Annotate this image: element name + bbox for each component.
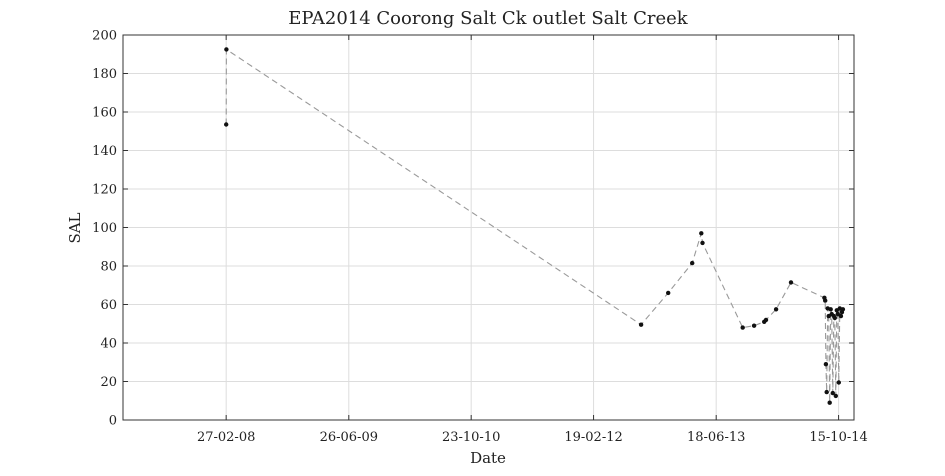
x-tick-label: 19-02-12: [564, 430, 622, 445]
data-point: [823, 362, 829, 367]
y-tick-label: 40: [100, 337, 117, 352]
chart-title: EPA2014 Coorong Salt Ck outlet Salt Cree…: [288, 8, 689, 29]
data-point: [740, 325, 745, 330]
x-tick-label: 18-06-13: [687, 430, 745, 445]
y-tick-label: 0: [109, 414, 117, 429]
data-point: [828, 307, 833, 312]
y-tick-label: 100: [92, 221, 117, 236]
data-point: [751, 323, 757, 328]
data-point: [830, 390, 835, 396]
data-point: [773, 307, 779, 312]
data-point: [638, 322, 644, 327]
x-axis-label: Date: [470, 449, 506, 467]
axis-ticks: 0 20 40 60 80 100 120 140 160 180 200 27-02-08 26-06…: [92, 29, 868, 446]
data-point: [827, 400, 832, 405]
y-tick-label: 200: [92, 29, 117, 44]
data-series: [224, 47, 846, 405]
y-tick-label: 60: [100, 298, 117, 313]
data-point: [840, 307, 846, 312]
data-point: [824, 389, 829, 395]
x-tick-label: 23-10-10: [442, 430, 500, 445]
y-tick-label: 140: [92, 144, 117, 159]
data-point: [699, 231, 704, 236]
data-point: [690, 260, 695, 266]
data-point: [666, 290, 671, 296]
data-point: [763, 317, 769, 323]
data-point: [832, 315, 837, 321]
y-tick-label: 160: [92, 106, 117, 121]
data-point: [700, 240, 705, 246]
data-point: [224, 47, 229, 52]
x-tick-label: 27-02-08: [197, 430, 255, 445]
data-point: [823, 298, 828, 303]
y-tick-label: 80: [100, 260, 117, 275]
data-point: [788, 280, 794, 285]
data-point: [838, 313, 844, 319]
data-point: [836, 380, 841, 385]
y-axis-label: SAL: [66, 212, 84, 243]
x-tick-label: 15-10-14: [809, 430, 867, 445]
y-tick-label: 120: [92, 183, 117, 198]
y-tick-label: 180: [92, 67, 117, 82]
data-point: [224, 122, 229, 127]
data-point: [833, 393, 838, 399]
y-tick-label: 20: [100, 375, 117, 390]
x-tick-label: 26-06-09: [320, 430, 378, 445]
